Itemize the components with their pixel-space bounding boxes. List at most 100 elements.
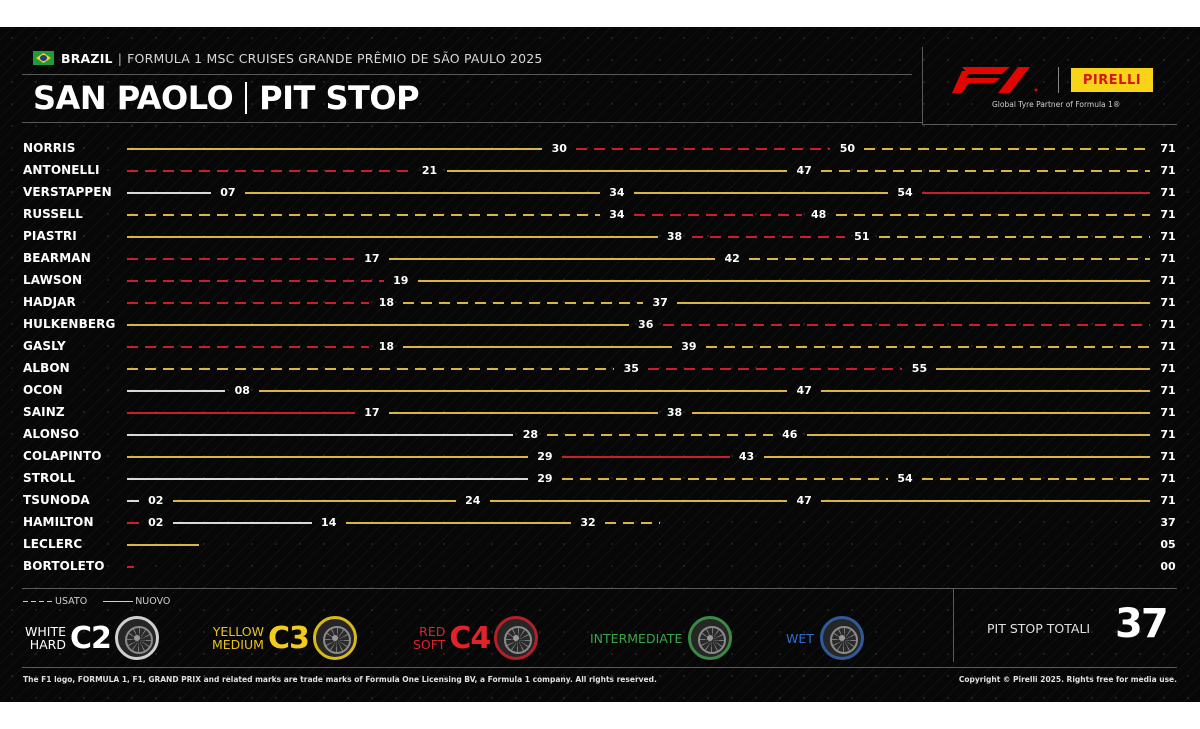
total-pit-stops-value: 37 (1115, 601, 1169, 647)
driver-name: PIASTRI (23, 229, 77, 243)
stint-bar (691, 412, 1150, 414)
hard-label: WHITE HARD (25, 625, 66, 651)
soft-code: C4 (449, 620, 491, 656)
totals-divider (953, 588, 954, 662)
stint-bar (127, 368, 615, 370)
driver-row: VERSTAPPEN 07 34 54 71 (0, 182, 1200, 204)
driver-row: HAMILTON 02 14 32 37 (0, 512, 1200, 534)
hard-type-text: HARD (29, 637, 66, 652)
driver-name: LAWSON (23, 273, 83, 287)
driver-row: NORRIS 30 50 71 (0, 138, 1200, 160)
stint-bar (561, 478, 889, 480)
driver-name: HAMILTON (23, 515, 94, 529)
stint-bar (127, 390, 226, 392)
pit-lap-label: 19 (393, 274, 409, 287)
stint-bar (127, 434, 514, 436)
pit-lap-label: 34 (609, 208, 625, 221)
stint-bar (821, 170, 1150, 172)
driver-row: HULKENBERG 36 71 (0, 314, 1200, 336)
stint-bar (403, 302, 644, 304)
stint-bar (936, 368, 1150, 370)
wet-label: WET (786, 630, 814, 646)
laps-completed: 71 (1160, 164, 1176, 177)
soft-type-text: SOFT (413, 637, 446, 652)
laps-completed: 05 (1160, 538, 1176, 551)
stint-bar (633, 192, 889, 194)
laps-completed: 71 (1160, 450, 1176, 463)
dashed-line-icon (23, 601, 53, 602)
laps-completed: 71 (1160, 428, 1176, 441)
driver-row: ANTONELLI 21 47 71 (0, 160, 1200, 182)
country-label: BRAZIL (61, 50, 113, 66)
laps-completed: 71 (1160, 230, 1176, 243)
pit-lap-label: 55 (911, 362, 928, 375)
title-divider (22, 122, 922, 123)
stint-bar (677, 302, 1150, 304)
pit-lap-label: 47 (796, 384, 812, 397)
stint-bar (127, 280, 384, 282)
pit-lap-label: 21 (421, 164, 438, 177)
pit-lap-label: 34 (609, 186, 625, 199)
stint-bar (749, 258, 1150, 260)
stint-bar (821, 500, 1150, 502)
pit-lap-label: 02 (148, 494, 164, 507)
driver-name: NORRIS (23, 141, 76, 155)
pirelli-logo: PIRELLI (1071, 68, 1153, 92)
stint-bar (547, 434, 773, 436)
pit-lap-label: 51 (854, 230, 870, 243)
stint-bar (446, 170, 788, 172)
laps-completed: 71 (1160, 186, 1176, 199)
driver-row: BORTOLETO 00 (0, 556, 1200, 578)
pit-lap-label: 42 (724, 252, 740, 265)
legend-tyre-wet: WET (786, 615, 864, 661)
stint-bar (127, 192, 211, 194)
title-location: SAN PAOLO (33, 79, 234, 117)
driver-name: ALBON (23, 361, 70, 375)
line-style-legend: USATO NUOVO (23, 596, 170, 607)
pit-lap-label: 54 (897, 186, 913, 199)
driver-row: STROLL 29 54 71 (0, 468, 1200, 490)
title-topic: PIT STOP (259, 79, 420, 117)
stint-bar (605, 522, 661, 524)
pit-lap-label: 07 (220, 186, 236, 199)
logo-frame-bottom (922, 124, 1177, 125)
stint-bar (127, 148, 543, 150)
legend-divider (22, 588, 1177, 589)
pit-lap-label: 02 (148, 516, 164, 529)
stint-bar (662, 324, 1150, 326)
medium-color-text: YELLOW (212, 624, 264, 639)
legend-tyre-soft: RED SOFT C4 (413, 615, 539, 661)
partner-tagline: Global Tyre Partner of Formula 1® (992, 100, 1121, 109)
stint-bar (878, 236, 1150, 238)
driver-name: RUSSELL (23, 207, 83, 221)
stint-bar (922, 478, 1150, 480)
pit-lap-label: 18 (378, 340, 394, 353)
page-title: SAN PAOLO PIT STOP (33, 78, 420, 118)
driver-name: GASLY (23, 339, 66, 353)
pit-lap-label: 38 (666, 230, 683, 243)
solid-line-icon (103, 601, 134, 602)
driver-row: SAINZ 17 38 71 (0, 402, 1200, 424)
driver-row: ALONSO 28 46 71 (0, 424, 1200, 446)
event-subtitle: BRAZIL | FORMULA 1 MSC CRUISES GRANDE PR… (33, 50, 543, 66)
stint-bar (576, 148, 831, 150)
stint-bar (705, 346, 1150, 348)
driver-name: SAINZ (23, 405, 65, 419)
medium-type-text: MEDIUM (212, 637, 264, 652)
stint-bar (489, 500, 788, 502)
medium-code: C3 (267, 620, 310, 656)
hard-color-text: WHITE (25, 624, 66, 639)
driver-name: ALONSO (23, 427, 80, 441)
pit-lap-label: 37 (652, 296, 668, 309)
pit-lap-label: 17 (364, 252, 380, 265)
pit-lap-label: 17 (364, 406, 380, 419)
driver-name: BEARMAN (23, 251, 91, 265)
brazil-flag-icon (33, 51, 54, 65)
stint-bar (127, 214, 600, 216)
pit-lap-label: 32 (580, 516, 596, 529)
stint-bar (127, 346, 370, 348)
copyright-notice: Copyright © Pirelli 2025. Rights free fo… (958, 675, 1177, 684)
stint-bar (417, 280, 1150, 282)
event-name: FORMULA 1 MSC CRUISES GRANDE PRÊMIO DE S… (127, 50, 543, 66)
stint-bar (127, 412, 355, 414)
